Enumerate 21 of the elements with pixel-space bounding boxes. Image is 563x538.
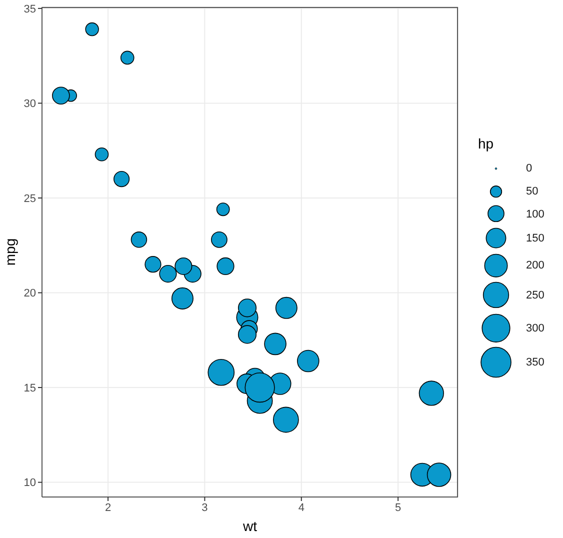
y-tick-label: 10 [24, 477, 36, 490]
legend-title: hp [478, 135, 495, 152]
y-axis-title: mpg [2, 238, 18, 266]
legend-label: 100 [526, 208, 544, 220]
y-tick-label: 35 [24, 3, 36, 16]
legend-label: 0 [526, 162, 532, 175]
legend-label: 150 [526, 232, 544, 244]
y-tick-label: 25 [24, 192, 36, 205]
legend-label: 50 [526, 185, 538, 198]
x-tick-label: 2 [104, 502, 112, 514]
legend-label: 300 [526, 322, 544, 334]
y-tick-label: 20 [24, 288, 36, 300]
y-tick-label: 15 [24, 382, 36, 394]
x-tick-label: 4 [298, 502, 304, 514]
legend-label: 350 [526, 356, 544, 369]
legend-label: 200 [526, 259, 544, 272]
x-tick-label: 3 [202, 502, 208, 514]
x-tick-label: 5 [395, 502, 402, 514]
legend-label: 250 [526, 289, 544, 302]
y-tick-label: 30 [24, 98, 36, 110]
x-axis-title: wt [242, 518, 258, 534]
